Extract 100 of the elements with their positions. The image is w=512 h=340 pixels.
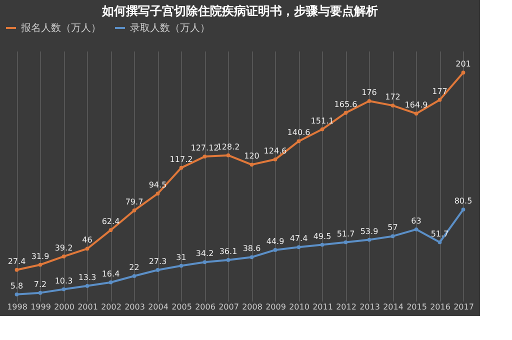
point xyxy=(461,208,466,212)
data-label: 117.2 xyxy=(170,154,193,164)
x-tick-label: 2002 xyxy=(101,302,122,312)
data-label: 22 xyxy=(129,263,140,272)
data-label: 27.3 xyxy=(148,256,167,266)
x-tick-label: 2009 xyxy=(266,302,286,312)
x-tick-label: 2013 xyxy=(360,302,380,312)
point xyxy=(62,254,66,258)
point xyxy=(202,154,207,158)
x-tick-label: 1999 xyxy=(30,302,51,312)
point xyxy=(156,268,160,272)
data-label: 36.1 xyxy=(219,246,238,256)
data-label: 47.4 xyxy=(290,234,308,244)
x-tick-label: 2016 xyxy=(430,302,450,312)
data-label: 57 xyxy=(388,223,398,232)
data-label: 46 xyxy=(82,236,92,245)
point xyxy=(438,240,442,244)
point xyxy=(367,99,372,103)
data-label: 177 xyxy=(432,86,448,96)
data-label: 7.2 xyxy=(34,280,47,289)
point xyxy=(14,292,19,296)
data-label: 176 xyxy=(362,88,377,97)
point xyxy=(461,70,466,75)
data-label: 124.6 xyxy=(264,146,287,156)
data-label: 165.6 xyxy=(334,100,358,109)
data-label: 49.5 xyxy=(313,232,332,241)
data-label: 31 xyxy=(176,252,186,262)
x-tick-label: 2010 xyxy=(289,302,310,312)
point xyxy=(62,287,66,292)
data-label: 79.7 xyxy=(125,197,144,206)
data-label: 128.2 xyxy=(216,142,240,152)
point xyxy=(367,238,372,242)
x-tick-label: 2012 xyxy=(336,302,356,312)
point xyxy=(156,192,160,196)
x-tick-label: 2011 xyxy=(312,302,333,312)
point xyxy=(414,112,418,116)
data-label: 13.3 xyxy=(78,272,96,282)
data-label: 172 xyxy=(385,92,400,102)
point xyxy=(14,268,19,272)
point xyxy=(390,104,395,108)
point xyxy=(38,290,42,295)
point xyxy=(296,245,301,250)
point xyxy=(438,98,442,102)
data-label: 201 xyxy=(456,60,471,69)
data-label: 62.4 xyxy=(102,217,120,226)
point xyxy=(296,139,301,144)
chart-title: 如何撰写子宫切除住院疾病证明书，步骤与要点解析 xyxy=(101,4,378,18)
legend-label: 录取人数（万人） xyxy=(130,23,210,34)
point xyxy=(344,110,348,115)
data-label: 127.12 xyxy=(190,144,219,153)
data-label: 51.7 xyxy=(336,229,355,238)
point xyxy=(250,255,254,260)
point xyxy=(132,274,136,278)
point xyxy=(226,153,230,158)
x-tick-label: 2017 xyxy=(454,302,474,312)
point xyxy=(414,227,418,232)
point xyxy=(108,280,113,284)
data-label: 151.1 xyxy=(310,116,334,126)
point xyxy=(273,248,278,252)
point xyxy=(390,234,395,238)
data-label: 10.3 xyxy=(54,276,73,286)
x-tick-label: 2000 xyxy=(54,302,74,312)
data-label: 140.6 xyxy=(287,128,310,138)
point xyxy=(85,246,90,251)
point xyxy=(320,127,324,132)
point xyxy=(226,258,230,262)
point xyxy=(85,284,90,288)
point xyxy=(320,242,324,247)
legend-label: 报名人数（万人） xyxy=(20,22,101,34)
data-label: 31.9 xyxy=(31,252,50,261)
data-label: 16.4 xyxy=(102,269,120,278)
x-tick-label: 2007 xyxy=(218,302,239,312)
point xyxy=(202,260,207,264)
x-tick-label: 2005 xyxy=(172,302,192,312)
x-tick-label: 2004 xyxy=(148,302,168,312)
data-label: 5.8 xyxy=(10,281,24,290)
x-tick-label: 2015 xyxy=(406,302,427,312)
point xyxy=(250,162,254,167)
point xyxy=(273,157,278,162)
x-tick-label: 2006 xyxy=(195,302,216,312)
point xyxy=(344,240,348,244)
x-tick-label: 1998 xyxy=(7,302,28,312)
point xyxy=(108,228,113,232)
data-label: 27.4 xyxy=(8,256,26,266)
data-label: 44.9 xyxy=(266,236,284,246)
x-tick-label: 2014 xyxy=(383,302,404,312)
data-label: 164.9 xyxy=(404,100,428,110)
data-label: 39.2 xyxy=(54,243,73,252)
x-tick-label: 2003 xyxy=(124,302,145,312)
data-label: 38.6 xyxy=(242,244,261,254)
point xyxy=(132,208,136,212)
data-label: 34.2 xyxy=(196,249,214,258)
data-label: 120 xyxy=(244,152,260,161)
data-label: 53.9 xyxy=(360,226,378,236)
x-tick-label: 2008 xyxy=(242,302,262,312)
data-label: 80.5 xyxy=(454,196,472,206)
point xyxy=(38,262,42,267)
point xyxy=(179,166,184,170)
x-tick-label: 2001 xyxy=(78,302,98,312)
data-label: 63 xyxy=(411,216,422,226)
